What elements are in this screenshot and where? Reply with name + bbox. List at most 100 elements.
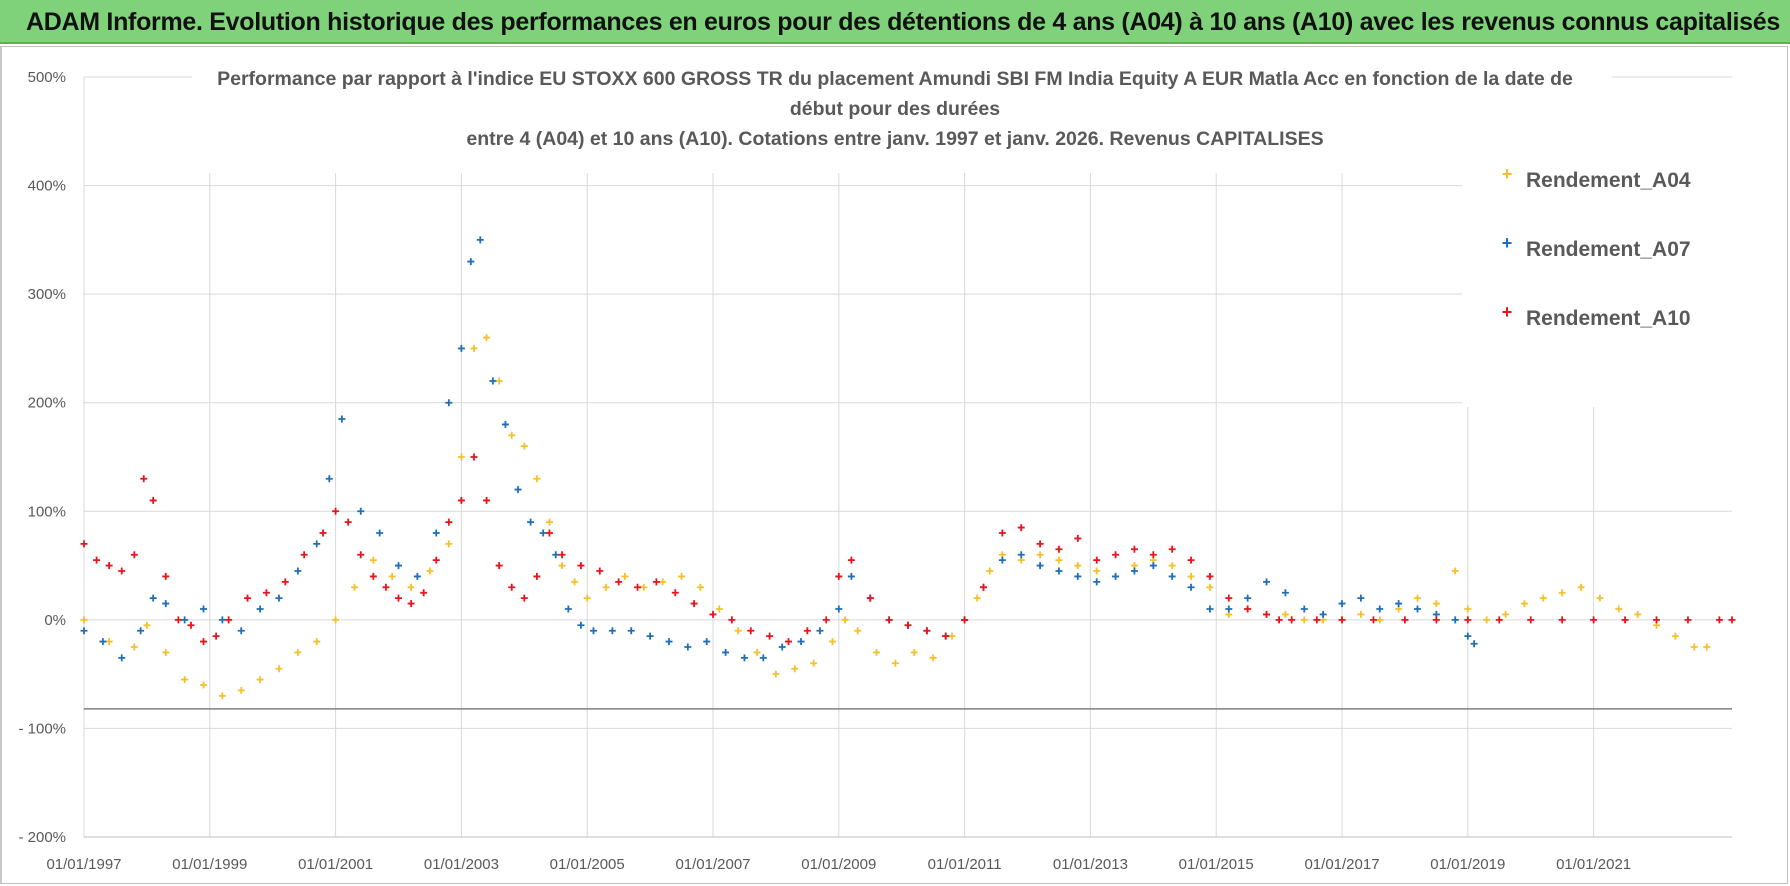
data-point — [722, 648, 730, 656]
data-point — [740, 654, 748, 662]
data-point — [1615, 605, 1623, 613]
data-point — [1671, 632, 1679, 640]
y-tick-label: 0% — [44, 612, 66, 629]
data-point — [181, 616, 189, 624]
data-point — [1451, 616, 1459, 624]
data-point — [1055, 567, 1063, 575]
y-axis-ticks: 500% 400% 300% 200% 100% 0% - 100% - 200% — [18, 69, 66, 846]
data-point — [281, 578, 289, 586]
data-point — [929, 654, 937, 662]
data-point — [1187, 556, 1195, 564]
data-point — [1300, 605, 1308, 613]
data-point — [910, 648, 918, 656]
data-point — [1558, 616, 1566, 624]
data-point — [545, 529, 553, 537]
data-point — [237, 686, 245, 694]
data-point — [1520, 600, 1528, 608]
data-point — [1338, 616, 1346, 624]
data-point — [709, 610, 717, 618]
data-point — [728, 616, 736, 624]
x-tick-label: 01/01/2019 — [1430, 856, 1505, 873]
data-point — [357, 551, 365, 559]
data-point — [181, 676, 189, 684]
data-point — [80, 627, 88, 635]
data-point — [766, 632, 774, 640]
title-background — [192, 61, 1612, 173]
x-tick-label: 01/01/2009 — [801, 856, 876, 873]
y-tick-label: - 100% — [18, 720, 66, 737]
data-point — [1495, 616, 1503, 624]
data-point — [533, 572, 541, 580]
data-point — [1715, 616, 1723, 624]
data-point — [174, 616, 182, 624]
data-point — [684, 643, 692, 651]
data-point — [1369, 616, 1377, 624]
x-tick-label: 01/01/2005 — [550, 856, 625, 873]
data-point — [137, 627, 145, 635]
data-point — [1451, 567, 1459, 575]
data-point — [1483, 616, 1491, 624]
series-Rendement_A04 — [80, 334, 1711, 700]
data-point — [445, 399, 453, 407]
data-point — [923, 627, 931, 635]
data-point — [1596, 594, 1604, 602]
y-tick-label: - 200% — [18, 829, 66, 846]
data-point — [80, 540, 88, 548]
data-point — [275, 594, 283, 602]
data-point — [514, 486, 522, 494]
data-point — [1653, 616, 1661, 624]
header-banner: ADAM Informe. Evolution historique des p… — [0, 0, 1790, 44]
gridlines — [83, 76, 1732, 838]
data-point — [300, 551, 308, 559]
data-point — [1401, 616, 1409, 624]
data-point — [237, 627, 245, 635]
legend-background — [1462, 147, 1732, 407]
data-point — [753, 648, 761, 656]
data-point — [149, 594, 157, 602]
data-point — [772, 670, 780, 678]
data-point — [1464, 616, 1472, 624]
data-point — [583, 594, 591, 602]
data-point — [244, 594, 252, 602]
data-point — [1338, 600, 1346, 608]
data-point — [961, 616, 969, 624]
header-title: ADAM Informe. Evolution historique des p… — [26, 8, 1780, 36]
data-point — [1017, 551, 1025, 559]
data-point — [489, 377, 497, 385]
data-point — [501, 420, 509, 428]
data-point — [891, 659, 899, 667]
data-point — [1149, 562, 1157, 570]
data-point — [1244, 594, 1252, 602]
data-point — [615, 578, 623, 586]
data-point — [162, 600, 170, 608]
data-point — [1206, 605, 1214, 613]
data-point — [659, 578, 667, 586]
data-point — [445, 540, 453, 548]
data-point — [696, 583, 704, 591]
data-point — [973, 594, 981, 602]
y-tick-label: 500% — [28, 69, 66, 86]
data-point — [395, 594, 403, 602]
data-point — [1539, 594, 1547, 602]
data-point — [1684, 616, 1692, 624]
data-point — [1036, 551, 1044, 559]
data-point — [520, 442, 528, 450]
data-point — [1464, 632, 1472, 640]
x-tick-label: 01/01/2021 — [1556, 856, 1631, 873]
data-point — [998, 529, 1006, 537]
data-point — [1149, 551, 1157, 559]
data-point — [866, 594, 874, 602]
data-point — [527, 518, 535, 526]
data-point — [847, 572, 855, 580]
data-point — [885, 616, 893, 624]
data-point — [759, 654, 767, 662]
data-point — [1558, 589, 1566, 597]
legend: + Rendement_A04 + Rendement_A07 + Rendem… — [1462, 147, 1732, 407]
data-point — [1055, 556, 1063, 564]
chart-title-line-3: entre 4 (A04) et 10 ans (A10). Cotations… — [466, 128, 1323, 150]
data-point — [577, 562, 585, 570]
legend-label-a07: Rendement_A07 — [1526, 238, 1691, 261]
x-tick-label: 01/01/2007 — [675, 856, 750, 873]
data-point — [80, 616, 88, 624]
data-point — [1577, 583, 1585, 591]
